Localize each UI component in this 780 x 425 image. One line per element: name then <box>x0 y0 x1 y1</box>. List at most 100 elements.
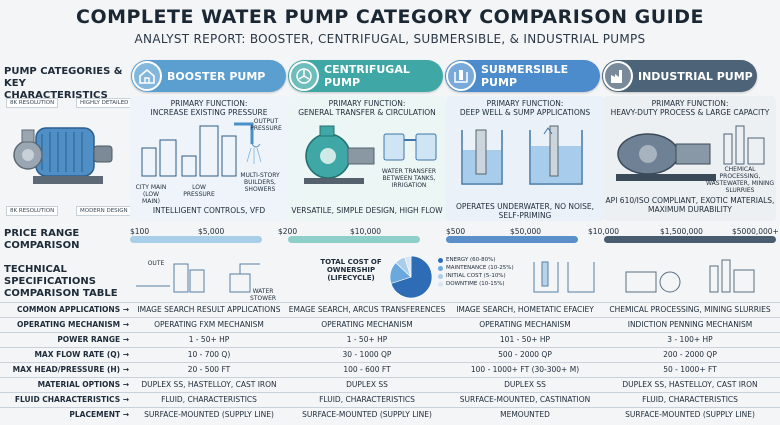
factory-icon <box>603 61 633 91</box>
spec-cell: OPERATING FXM MECHANISM <box>154 320 264 329</box>
section-categories-label: PUMP CATEGORIES & KEY CHARACTERISTICS <box>4 66 123 101</box>
spec-row-label: FLUID CHARACTERISTICS → <box>14 395 129 404</box>
industrial-pump-illustration <box>616 125 765 181</box>
tco-slice-1 <box>390 255 433 299</box>
price-label-submersible-min: $500 <box>446 227 466 236</box>
table-row: COMMON APPLICATIONS → IMAGE SEARCH RESULT… <box>0 302 780 316</box>
spec-cell: DUPLEX SS <box>504 380 546 389</box>
table-row: PLACEMENT → SURFACE-MOUNTED (SUPPLY LINE)… <box>0 407 780 421</box>
industrial-footer: API 610/ISO COMPLIANT, EXOTIC MATERIALS,… <box>605 196 775 214</box>
table-row: MAX FLOW RATE (Q) → 10 - 700 Q) 30 - 1000 … <box>0 347 780 361</box>
spec-cell: IMAGE SEARCH RESULT APPLICATIONS <box>137 305 281 314</box>
spec-row-label: COMMON APPLICATIONS → <box>16 305 129 314</box>
table-row: MAX HEAD/PRESSURE (H) → 20 - 500 FT 100 - … <box>0 362 780 376</box>
spec-cell: 500 - 2000 Qp <box>498 350 552 359</box>
well-pump-icon <box>446 61 476 91</box>
price-label-centrifugal-min: $200 <box>278 227 298 236</box>
page-subtitle: ANALYST REPORT: BOOSTER, CENTRIFUGAL, SU… <box>134 32 646 46</box>
spec-cell: SURFACE-MOUNTED (SUPPLY LINE) <box>302 410 432 419</box>
tco-legend-item: DOWNTIME (10-15%) <box>438 280 514 288</box>
tco-legend-swatch <box>438 281 443 287</box>
spec-cell: 3 - 100+ HP <box>667 335 713 344</box>
tab-booster-label: BOOSTER PUMP <box>167 69 266 83</box>
submersible-well-illustration <box>461 125 583 185</box>
city-buildings-illustration <box>141 122 262 177</box>
submersible-spec-illustration <box>533 261 595 293</box>
tco-legend: ENERGY (60-80%) MAINTENANCE (10-25%) INITI… <box>438 256 514 288</box>
spec-cell: 1 - 50+ HP <box>188 335 230 344</box>
spec-cell: CHEMICAL PROCESSING, MINING SLURRIES <box>609 305 771 314</box>
price-label-booster-max: $5,000 <box>198 227 225 236</box>
industrial-spec-illustration <box>625 259 755 293</box>
tco-legend-label: MAINTENANCE (10-25%) <box>446 265 514 271</box>
price-bar-3 <box>446 236 578 243</box>
price-bar-4 <box>604 236 776 243</box>
spec-cell: OPERATING MECHANISM <box>321 320 413 329</box>
spec-cell: 100 - 600 FT <box>343 365 391 374</box>
spec-cell: SURFACE-MOUNTED, CASTINATION <box>459 395 591 404</box>
badge-resolution-2: 8K RESOLUTION <box>6 206 59 216</box>
spec-row-label: OPERATING MECHANISM → <box>17 320 129 329</box>
spec-cell: SURFACE-MOUNTED (SUPPLY LINE) <box>625 410 755 419</box>
booster-function: PRIMARY FUNCTION: INCREASE EXISTING PRES… <box>150 99 268 117</box>
submersible-footer: OPERATES UNDERWATER, NO NOISE, SELF-PRIM… <box>456 202 594 220</box>
section-specs-label: TECHNICAL SPECIFICATIONS COMPARISON TABL… <box>4 264 118 299</box>
centrifugal-note-transfer: WATER TRANSFER BETWEEN TANKS, IRRIGATION <box>381 168 437 189</box>
tco-legend-item: MAINTENANCE (10-25%) <box>438 264 514 272</box>
tab-centrifugal-label: CENTRIFUGAL PUMP <box>324 63 410 89</box>
spec-cell: DUPLEX SS, HASTELLOY, CAST IRON <box>141 380 277 389</box>
booster-spec-illustration <box>136 263 260 293</box>
spec-cell: 100 - 1000+ FT (30-300+ m) <box>470 365 580 374</box>
tco-legend-swatch <box>438 257 443 263</box>
tab-submersible-pump[interactable]: SUBMERSIBLE PUMP <box>445 60 600 92</box>
spec-cell: 101 - 50+ HP <box>499 335 551 344</box>
booster-note-city-main: CITY MAIN (LOW MAIN) <box>135 184 167 205</box>
price-label-centrifugal-max: $10,000 <box>350 227 382 236</box>
spec-cell: INDICTION PENNING MECHANISM <box>627 320 753 329</box>
price-label-submersible-max: $50,000 <box>510 227 542 236</box>
spec-row-label: MATERIAL OPTIONS → <box>37 380 129 389</box>
spec-cell: 200 - 2000 Qp <box>663 350 717 359</box>
spec-cell: MEMOUNTED <box>500 410 550 419</box>
booster-column: PRIMARY FUNCTION: INCREASE EXISTING PRES… <box>130 96 288 221</box>
spec-row-label: POWER RANGE → <box>57 335 129 344</box>
tco-slice-4 <box>404 255 412 278</box>
spec-cell: DUPLEX SS, HASTELLOY, CAST IRON <box>622 380 758 389</box>
tab-industrial-pump[interactable]: INDUSTRIAL PUMP <box>602 60 757 92</box>
tco-legend-label: INITIAL COST (5-10%) <box>446 273 506 279</box>
illus-label-water-tower: WATER STOWER <box>249 288 277 302</box>
centrifugal-column: PRIMARY FUNCTION: GENERAL TRANSFER & CIR… <box>288 96 446 221</box>
tco-title: TOTAL COST OF OWNERSHIP (LIFECYCLE) <box>320 258 382 282</box>
tco-legend-swatch <box>438 273 443 279</box>
table-row: POWER RANGE → 1 - 50+ HP 1 - 50+ HP 101 - 5… <box>0 332 780 346</box>
table-row: FLUID CHARACTERISTICS → FLUID, CHARACTERI… <box>0 392 780 406</box>
illus-label-outlet: OUTE <box>147 260 165 267</box>
industrial-function: PRIMARY FUNCTION: HEAVY-DUTY PROCESS & L… <box>610 99 770 117</box>
spec-cell: DUPLEX SS <box>346 380 388 389</box>
submersible-column: PRIMARY FUNCTION: DEEP WELL & SUMP APPLI… <box>446 96 604 221</box>
centrifugal-pump-illustration <box>304 125 437 184</box>
tab-centrifugal-pump[interactable]: CENTRIFUGAL PUMP <box>288 60 443 92</box>
spec-row-label: MAX HEAD/PRESSURE (H) → <box>12 365 129 374</box>
spec-cell: FLUID, CHARACTERISTICS <box>642 395 738 404</box>
spec-cell: 20 - 500 FT <box>187 365 231 374</box>
tab-booster-pump[interactable]: BOOSTER PUMP <box>131 60 286 92</box>
spec-cell: 30 - 1000 Qp <box>342 350 392 359</box>
badge-modern-design: MODERN DESIGN <box>76 206 132 216</box>
tco-legend-swatch <box>438 265 443 271</box>
page-title: COMPLETE WATER PUMP CATEGORY COMPARISON … <box>76 6 704 28</box>
tco-legend-label: DOWNTIME (10-15%) <box>446 281 505 287</box>
table-row: MATERIAL OPTIONS → DUPLEX SS, HASTELLOY, … <box>0 377 780 391</box>
tab-industrial-label: INDUSTRIAL PUMP <box>638 69 753 83</box>
spec-cell: FLUID, CHARACTERISTICS <box>161 395 257 404</box>
motor-pump-illustration <box>13 127 113 184</box>
price-label-industrial-max: $5000,000+ <box>732 227 779 236</box>
price-label-industrial-min: $10,000 <box>588 227 620 236</box>
price-bar-2 <box>288 236 420 243</box>
spec-row-label: MAX FLOW RATE (Q) → <box>34 350 129 359</box>
badge-detailed: HIGHLY DETAILED <box>76 98 133 108</box>
spec-cell: IMAGE SEARCH, HOMETATIC EFACIEY <box>456 305 594 314</box>
spec-row-label: PLACEMENT → <box>69 410 129 419</box>
spec-cell: FLUID, CHARACTERISTICS <box>319 395 415 404</box>
tco-legend-item: INITIAL COST (5-10%) <box>438 272 514 280</box>
